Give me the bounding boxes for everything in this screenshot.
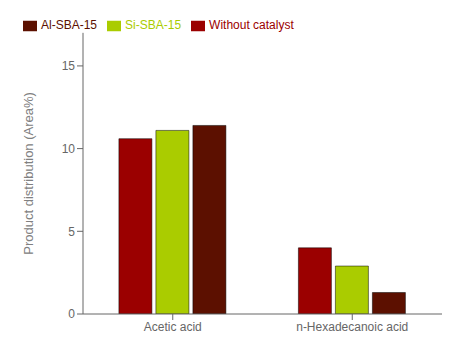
svg-text:5: 5	[68, 225, 75, 239]
svg-text:Product distribution (Area%): Product distribution (Area%)	[21, 92, 36, 255]
svg-text:0: 0	[68, 307, 75, 321]
html-text:Without catalyst: Without catalyst	[209, 18, 294, 32]
svg-text:10: 10	[62, 142, 76, 156]
svg-text:15: 15	[62, 59, 76, 73]
html-text:Si-SBA-15: Si-SBA-15	[125, 18, 182, 32]
svg-text:n-Hexadecanoic acid: n-Hexadecanoic acid	[296, 320, 408, 334]
html-text:Al-SBA-15: Al-SBA-15	[41, 18, 97, 32]
svg-text:Acetic acid: Acetic acid	[144, 320, 202, 334]
